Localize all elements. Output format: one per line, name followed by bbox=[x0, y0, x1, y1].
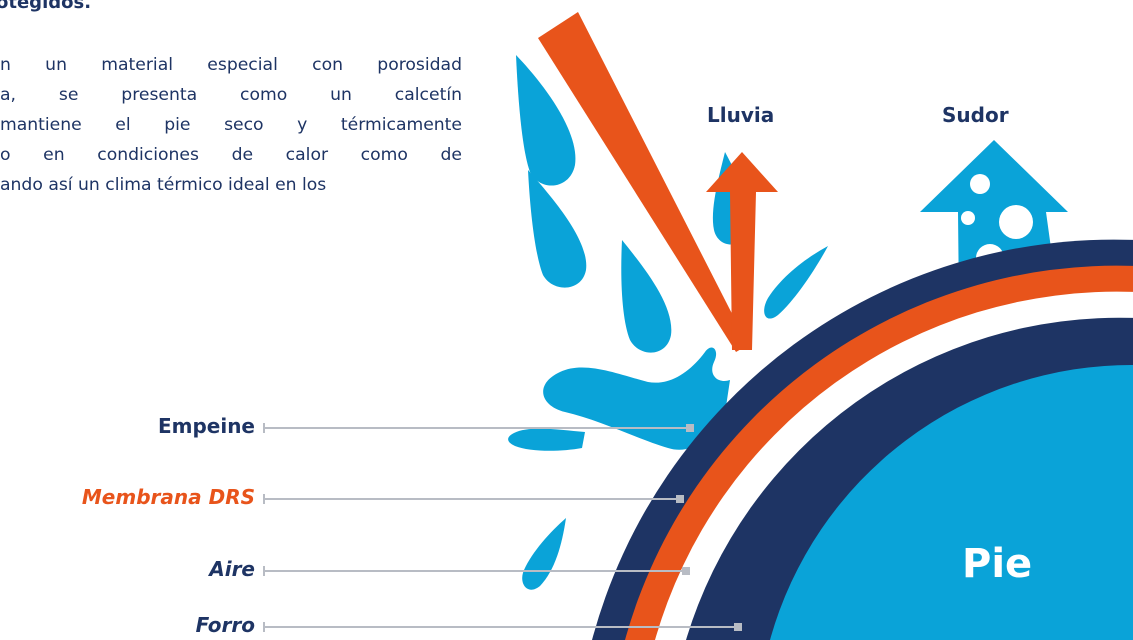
paragraph-line: ando así un clima térmico ideal en los bbox=[0, 175, 327, 195]
leader-point bbox=[686, 424, 694, 432]
page-heading: otegidos. bbox=[0, 0, 92, 13]
layer-label-forro: Forro bbox=[195, 613, 255, 637]
sweat-caption: Sudor bbox=[942, 103, 1009, 127]
bubble bbox=[970, 174, 990, 194]
raindrop bbox=[764, 246, 828, 319]
rain-arrow-up bbox=[706, 152, 778, 350]
leader-point bbox=[676, 495, 684, 503]
layer-label-membrana: Membrana DRS bbox=[81, 485, 255, 509]
leader-point bbox=[734, 623, 742, 631]
leader-points bbox=[676, 424, 742, 631]
bubble bbox=[999, 205, 1033, 239]
raindrops bbox=[508, 55, 828, 590]
layer-rings bbox=[592, 239, 1133, 640]
raindrop bbox=[516, 55, 576, 186]
foot-area bbox=[770, 365, 1133, 640]
raindrop bbox=[522, 518, 566, 590]
bubble bbox=[961, 211, 975, 225]
leader-lines bbox=[263, 423, 738, 632]
foot-caption: Pie bbox=[962, 541, 1033, 587]
paragraph-line: a, se presenta como un calcetín bbox=[0, 85, 462, 105]
paragraph-line: n un material especial con porosidad bbox=[0, 55, 462, 75]
leader-point bbox=[682, 567, 690, 575]
rain-caption: Lluvia bbox=[707, 103, 775, 127]
paragraph-line: o en condiciones de calor como de bbox=[0, 145, 462, 165]
splash bbox=[543, 347, 730, 450]
heat-rays bbox=[538, 12, 778, 352]
layer-label-aire: Aire bbox=[209, 557, 255, 581]
splash bbox=[508, 428, 585, 451]
raindrop bbox=[621, 240, 672, 353]
raindrop bbox=[528, 170, 587, 288]
description-paragraph: n un material especial con porosidad a, … bbox=[0, 50, 462, 200]
incoming-ray bbox=[538, 12, 748, 352]
layer-label-empeine: Empeine bbox=[157, 414, 255, 438]
paragraph-line: mantiene el pie seco y térmicamente bbox=[0, 115, 462, 135]
